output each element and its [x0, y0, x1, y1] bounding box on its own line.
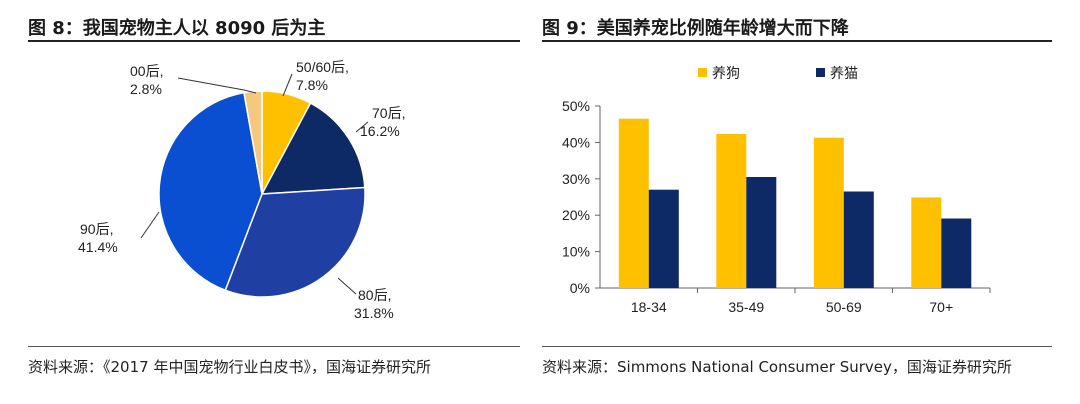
- pie-label-category: 70后,: [372, 105, 405, 121]
- pie-chart-title: 图 8：我国宠物主人以 8090 后为主: [28, 18, 326, 39]
- pie-leader-line: [355, 121, 369, 133]
- pie-label-value: 2.8%: [130, 81, 162, 97]
- bar-养猫-18-34: [648, 189, 679, 288]
- y-tick-label: 50%: [562, 98, 590, 114]
- left-source-note: 资料来源：《2017 年中国宠物行业白皮书》，国海证券研究所: [28, 358, 431, 376]
- pie-label-value: 41.4%: [78, 239, 118, 255]
- pie-slice-70后: [260, 102, 366, 195]
- pie-slice-00后: [243, 90, 263, 195]
- bar-养猫-35-49: [746, 177, 777, 288]
- x-tick-label: 35-49: [728, 299, 764, 315]
- bar-养狗-35-49: [716, 134, 747, 288]
- right-bottom-rule: [542, 346, 1052, 347]
- y-tick-label: 20%: [562, 207, 590, 223]
- legend-label: 养狗: [712, 65, 740, 81]
- x-tick-label: 18-34: [631, 299, 667, 315]
- y-tick-label: 10%: [562, 244, 590, 260]
- right-title-rule: [542, 40, 1052, 42]
- y-tick-label: 30%: [562, 171, 590, 187]
- pie-label-value: 16.2%: [360, 123, 400, 139]
- x-tick-label: 70+: [929, 299, 953, 315]
- pie-slice-90后: [158, 91, 263, 292]
- y-tick-label: 0%: [570, 280, 590, 296]
- y-tick-label: 40%: [562, 134, 590, 150]
- pie-label-category: 00后,: [130, 63, 163, 79]
- pie-leader-line: [282, 73, 293, 97]
- pie-label-category: 80后,: [358, 287, 391, 303]
- pie-leader-line: [177, 77, 257, 94]
- legend-swatch-养猫: [816, 68, 825, 77]
- bar-chart: 0% 10% 20% 30% 40% 50% 18-34 35-49 50-69 70+ 养狗 养猫: [562, 65, 991, 315]
- pie-chart: 50/60后, 7.8% 70后, 16.2% 80后, 31.8% 90后, 41.4% 00…: [78, 59, 405, 321]
- bar-养猫-70+: [941, 218, 972, 288]
- bar-养狗-70+: [911, 197, 942, 288]
- legend-swatch-养狗: [698, 68, 707, 77]
- bar-chart-title: 图 9：美国养宠比例随年龄增大而下降: [542, 18, 849, 39]
- pie-slice-80后: [224, 186, 366, 298]
- legend-label: 养猫: [830, 65, 858, 81]
- bar-养狗-50-69: [813, 137, 844, 288]
- left-bottom-rule: [28, 346, 520, 347]
- bar-养狗-18-34: [618, 118, 649, 288]
- bar-养猫-50-69: [843, 191, 874, 288]
- pie-label-value: 7.8%: [296, 77, 328, 93]
- pie-label-category: 90后,: [80, 221, 113, 237]
- right-source-note: 资料来源：Simmons National Consumer Survey，国海…: [542, 358, 1012, 376]
- pie-label-category: 50/60后,: [296, 59, 349, 75]
- left-title-rule: [28, 40, 520, 42]
- pie-leader-line: [140, 211, 160, 239]
- pie-leader-line: [337, 277, 357, 295]
- x-tick-label: 50-69: [826, 299, 862, 315]
- pie-label-value: 31.8%: [354, 305, 394, 321]
